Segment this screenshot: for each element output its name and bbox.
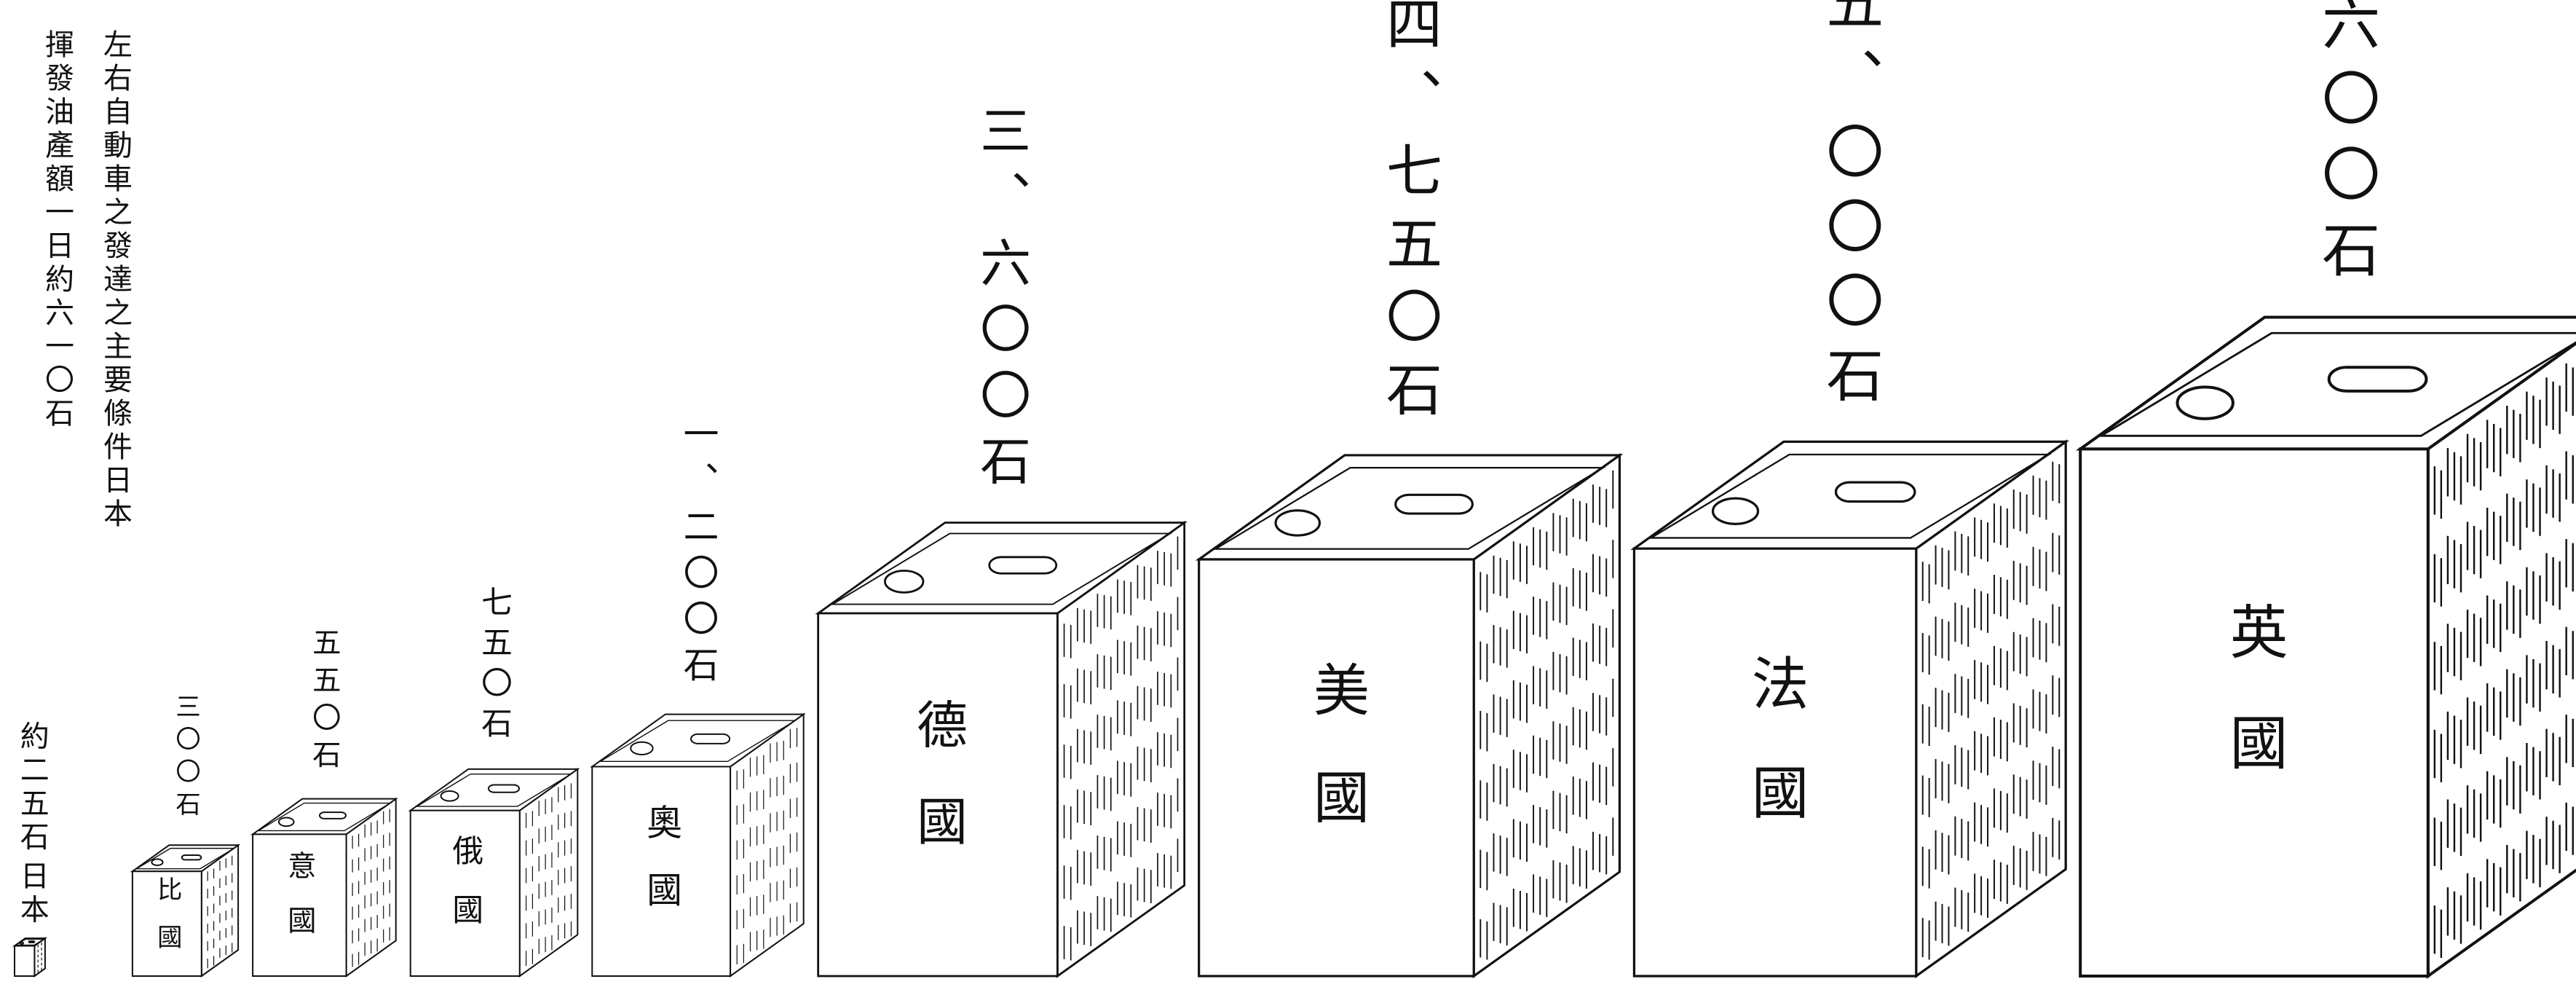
oil-can xyxy=(1195,452,1624,979)
oil-can xyxy=(408,767,580,978)
oil-can xyxy=(1630,439,2070,979)
can-handle xyxy=(690,733,731,744)
can-front xyxy=(14,945,36,977)
can-handle xyxy=(1834,481,1916,503)
can-handle xyxy=(487,784,521,793)
chart-title: 左右自動車之發達之主要條件日本 xyxy=(98,29,132,532)
oil-can xyxy=(250,797,398,978)
oil-can xyxy=(590,712,806,978)
can-handle xyxy=(2327,366,2428,393)
oil-can xyxy=(130,844,241,978)
can-handle xyxy=(181,854,202,861)
can-top-rim xyxy=(415,773,573,807)
value-label: 五五〇石 xyxy=(307,627,341,776)
can-front xyxy=(1198,558,1475,978)
can-spout xyxy=(277,817,295,827)
can-top-rim xyxy=(829,532,1173,605)
can-top-rim xyxy=(598,720,797,762)
can-spout xyxy=(19,941,25,945)
oil-can xyxy=(815,520,1188,978)
can-top-rim xyxy=(14,938,46,946)
can-spout xyxy=(630,741,654,755)
oil-can xyxy=(2075,315,2576,979)
can-top-rim xyxy=(135,847,236,870)
can-top-rim xyxy=(1648,453,2052,539)
value-label: 七五〇石 xyxy=(476,586,513,747)
can-spout xyxy=(2176,385,2235,420)
oil-can xyxy=(12,937,48,978)
can-handle xyxy=(318,811,347,819)
can-handle xyxy=(988,556,1058,575)
can-spout xyxy=(1711,497,1760,525)
can-spout xyxy=(1274,509,1321,537)
can-front xyxy=(591,766,732,978)
value-label: 三、六〇〇石 xyxy=(972,104,1031,500)
can-front xyxy=(817,612,1059,978)
can-top-rim xyxy=(256,802,392,832)
can-spout xyxy=(151,858,164,866)
category-label: 日本 xyxy=(15,860,49,927)
can-top-rim xyxy=(2097,331,2576,437)
can-handle xyxy=(28,940,36,943)
can-front xyxy=(409,809,521,978)
category-label: 德國 xyxy=(909,698,968,891)
value-label: 五、〇〇〇石 xyxy=(1817,0,1884,420)
can-front xyxy=(252,833,347,978)
value-label: 七、六〇〇石 xyxy=(2312,0,2380,296)
category-label: 俄國 xyxy=(447,834,483,952)
value-label: 約二五石 xyxy=(15,720,50,854)
value-label: 四、七五〇石 xyxy=(1377,0,1442,433)
can-front xyxy=(131,870,202,977)
can-front xyxy=(2079,447,2430,978)
can-handle xyxy=(1394,493,1474,515)
category-label: 奧國 xyxy=(641,804,681,939)
value-label: 一、二〇〇石 xyxy=(677,415,718,692)
can-spout xyxy=(884,570,925,594)
can-top-rim xyxy=(1212,467,1606,550)
can-spout xyxy=(440,790,459,802)
category-label: 比國 xyxy=(152,876,181,972)
value-label: 三〇〇石 xyxy=(171,693,201,824)
chart-title: 揮發油產額一日約六一〇石 xyxy=(40,29,74,431)
category-label: 美國 xyxy=(1303,661,1369,874)
can-front xyxy=(1632,547,1918,978)
category-label: 英國 xyxy=(2220,602,2288,823)
category-label: 意國 xyxy=(283,850,316,959)
category-label: 法國 xyxy=(1742,653,1809,871)
